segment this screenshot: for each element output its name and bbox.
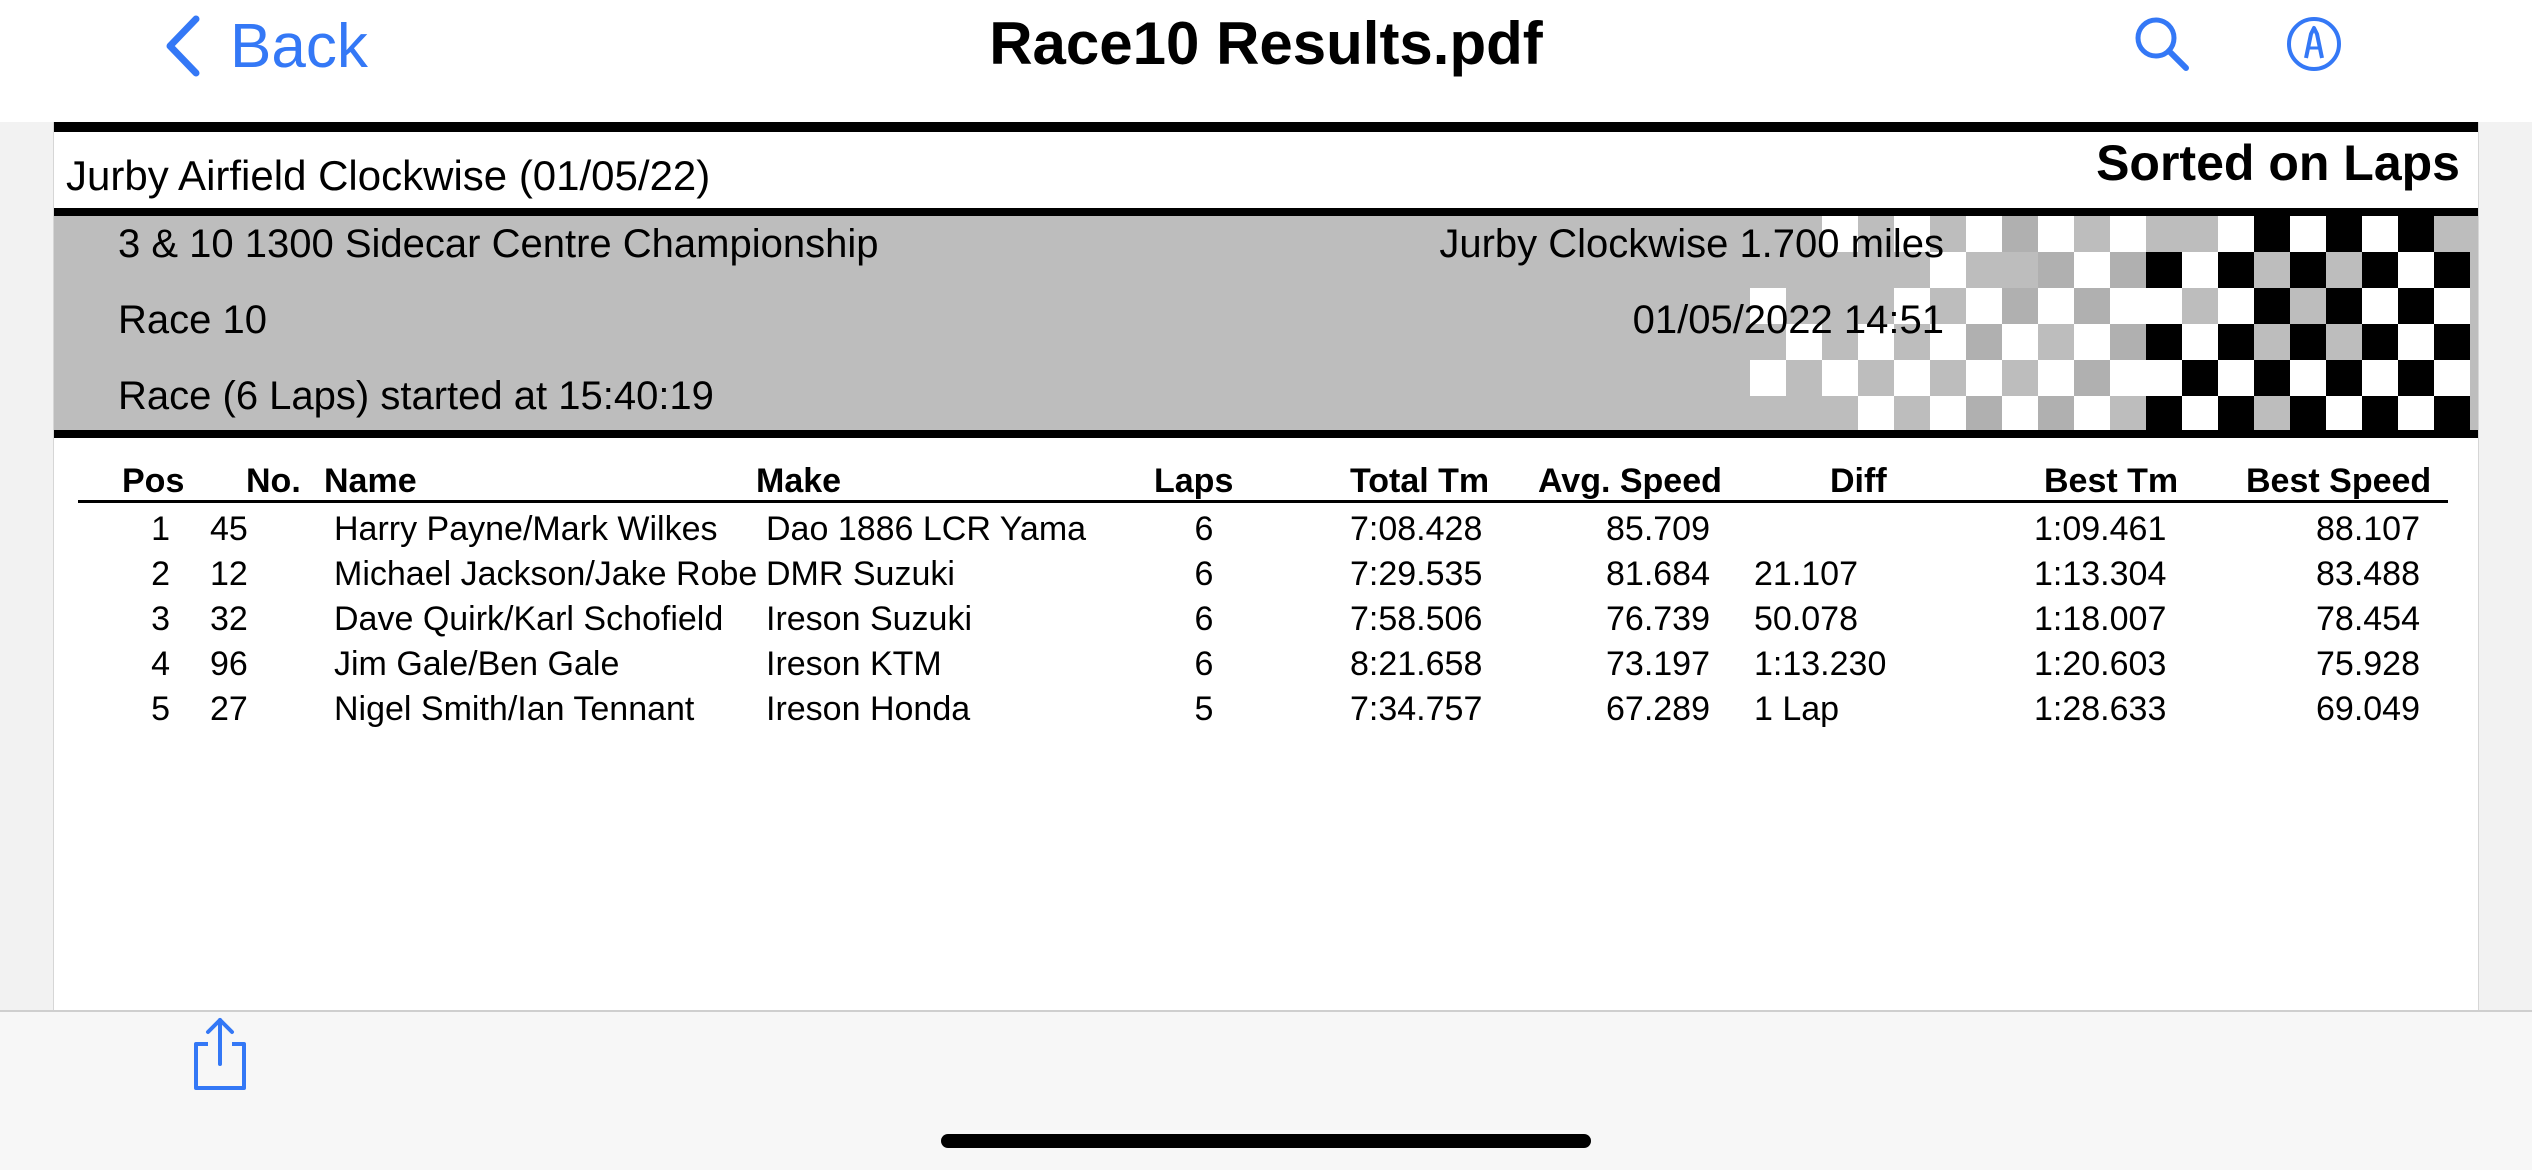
cell-name: Harry Payne/Mark Wilkes bbox=[334, 510, 718, 549]
cell-best-speed: 83.488 bbox=[2254, 555, 2420, 594]
cell-name: Dave Quirk/Karl Schofield bbox=[334, 600, 723, 639]
header-best-time: Best Tm bbox=[2044, 462, 2178, 501]
cell-best-speed: 88.107 bbox=[2254, 510, 2420, 549]
cell-name: Jim Gale/Ben Gale bbox=[334, 645, 619, 684]
back-label: Back bbox=[230, 11, 368, 82]
header-rule bbox=[78, 500, 2448, 503]
left-gutter bbox=[0, 122, 54, 1010]
cell-avg-speed: 67.289 bbox=[1534, 690, 1710, 729]
cell-best-speed: 69.049 bbox=[2254, 690, 2420, 729]
cell-best-speed: 78.454 bbox=[2254, 600, 2420, 639]
cell-laps: 6 bbox=[1154, 555, 1254, 594]
markup-pen-icon bbox=[2284, 14, 2344, 74]
cell-best-time: 1:09.461 bbox=[2034, 510, 2166, 549]
cell-diff: 21.107 bbox=[1754, 555, 1858, 594]
header-no: No. bbox=[246, 462, 301, 501]
cell-best-time: 1:28.633 bbox=[2034, 690, 2166, 729]
cell-laps: 5 bbox=[1154, 690, 1254, 729]
pdf-page[interactable]: Jurby Airfield Clockwise (01/05/22) Sort… bbox=[54, 122, 2478, 1010]
race-name: Race 10 bbox=[118, 298, 267, 343]
cell-laps: 6 bbox=[1154, 645, 1254, 684]
search-icon bbox=[2132, 14, 2192, 74]
navigation-bar: Back Race10 Results.pdf bbox=[0, 0, 2532, 122]
header-name: Name bbox=[324, 462, 417, 501]
cell-diff: 1:13.230 bbox=[1754, 645, 1886, 684]
report-datetime: 01/05/2022 14:51 bbox=[1633, 298, 1944, 343]
cell-laps: 6 bbox=[1154, 600, 1254, 639]
cell-total-time: 7:58.506 bbox=[1350, 600, 1482, 639]
race-start-info: Race (6 Laps) started at 15:40:19 bbox=[118, 374, 714, 419]
header-laps: Laps bbox=[1154, 462, 1233, 501]
cell-make: Dao 1886 LCR Yama bbox=[766, 510, 1086, 549]
header-pos: Pos bbox=[122, 462, 184, 501]
home-indicator bbox=[941, 1134, 1591, 1148]
header-total-time: Total Tm bbox=[1350, 462, 1489, 501]
cell-best-time: 1:18.007 bbox=[2034, 600, 2166, 639]
header-make: Make bbox=[756, 462, 841, 501]
cell-avg-speed: 85.709 bbox=[1534, 510, 1710, 549]
venue-date: Jurby Airfield Clockwise (01/05/22) bbox=[66, 152, 710, 200]
cell-no: 32 bbox=[210, 600, 248, 639]
sort-label: Sorted on Laps bbox=[2096, 134, 2460, 192]
share-icon bbox=[190, 1016, 250, 1092]
bottom-toolbar bbox=[0, 1010, 2532, 1170]
cell-name: Nigel Smith/Ian Tennant bbox=[334, 690, 694, 729]
header-best-speed: Best Speed bbox=[2246, 462, 2431, 501]
search-button[interactable] bbox=[2132, 14, 2192, 74]
cell-diff: 1 Lap bbox=[1754, 690, 1839, 729]
cell-no: 96 bbox=[210, 645, 248, 684]
cell-pos: 1 bbox=[114, 510, 170, 549]
header-diff: Diff bbox=[1830, 462, 1887, 501]
cell-make: DMR Suzuki bbox=[766, 555, 955, 594]
cell-avg-speed: 81.684 bbox=[1534, 555, 1710, 594]
cell-total-time: 7:34.757 bbox=[1350, 690, 1482, 729]
cell-pos: 2 bbox=[114, 555, 170, 594]
cell-diff: 50.078 bbox=[1754, 600, 1858, 639]
markup-button[interactable] bbox=[2284, 14, 2344, 74]
cell-avg-speed: 73.197 bbox=[1534, 645, 1710, 684]
cell-make: Ireson Honda bbox=[766, 690, 970, 729]
share-button[interactable] bbox=[190, 1016, 250, 1092]
cell-no: 27 bbox=[210, 690, 248, 729]
top-rule bbox=[54, 122, 2478, 132]
event-info-band: 3 & 10 1300 Sidecar Centre Championship … bbox=[54, 216, 2478, 430]
cell-best-time: 1:20.603 bbox=[2034, 645, 2166, 684]
cell-no: 12 bbox=[210, 555, 248, 594]
circuit-info: Jurby Clockwise 1.700 miles bbox=[1439, 222, 1944, 267]
cell-make: Ireson Suzuki bbox=[766, 600, 972, 639]
cell-make: Ireson KTM bbox=[766, 645, 942, 684]
chevron-left-icon bbox=[162, 15, 202, 77]
cell-total-time: 7:29.535 bbox=[1350, 555, 1482, 594]
band-bottom-rule bbox=[54, 430, 2478, 438]
cell-best-speed: 75.928 bbox=[2254, 645, 2420, 684]
cell-pos: 5 bbox=[114, 690, 170, 729]
header-avg-speed: Avg. Speed bbox=[1538, 462, 1722, 501]
cell-total-time: 8:21.658 bbox=[1350, 645, 1482, 684]
championship-name: 3 & 10 1300 Sidecar Centre Championship bbox=[118, 222, 878, 267]
cell-no: 45 bbox=[210, 510, 248, 549]
right-gutter bbox=[2478, 122, 2532, 1010]
cell-pos: 4 bbox=[114, 645, 170, 684]
back-button[interactable]: Back bbox=[162, 6, 368, 86]
cell-avg-speed: 76.739 bbox=[1534, 600, 1710, 639]
cell-best-time: 1:13.304 bbox=[2034, 555, 2166, 594]
cell-laps: 6 bbox=[1154, 510, 1254, 549]
cell-pos: 3 bbox=[114, 600, 170, 639]
cell-total-time: 7:08.428 bbox=[1350, 510, 1482, 549]
cell-name: Michael Jackson/Jake Robe bbox=[334, 555, 757, 594]
